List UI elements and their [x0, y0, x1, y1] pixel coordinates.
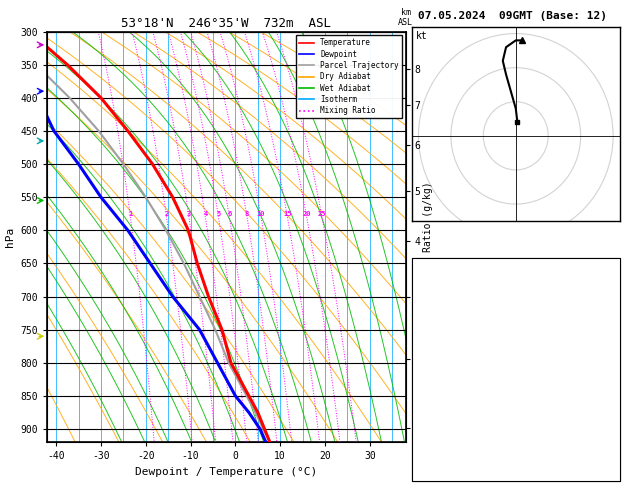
Text: 3: 3: [562, 396, 567, 406]
Text: PW (cm): PW (cm): [418, 281, 459, 291]
Text: 24: 24: [562, 450, 573, 460]
Y-axis label: Mixing Ratio (g/kg): Mixing Ratio (g/kg): [423, 181, 433, 293]
Text: Most Unstable: Most Unstable: [477, 365, 554, 375]
Title: 53°18'N  246°35'W  732m  ASL: 53°18'N 246°35'W 732m ASL: [121, 17, 331, 31]
Text: 8: 8: [562, 471, 567, 482]
Text: 25: 25: [318, 211, 326, 217]
Text: 10: 10: [257, 211, 265, 217]
Text: km
ASL: km ASL: [398, 8, 413, 28]
Text: CIN (J): CIN (J): [418, 354, 459, 364]
Text: 166°: 166°: [562, 461, 585, 471]
Text: 26: 26: [562, 263, 573, 273]
Text: 8: 8: [245, 211, 249, 217]
Text: 7.7: 7.7: [562, 306, 579, 316]
Text: Pressure (mb): Pressure (mb): [418, 374, 494, 384]
Text: 6: 6: [227, 211, 231, 217]
Text: Hodograph: Hodograph: [489, 430, 542, 440]
Text: 1: 1: [128, 211, 133, 217]
Text: 0: 0: [562, 418, 567, 428]
Text: 17: 17: [562, 439, 573, 449]
Text: θₑ(K): θₑ(K): [418, 326, 448, 335]
Text: 2: 2: [164, 211, 169, 217]
Text: StmDir: StmDir: [418, 461, 454, 471]
Text: Lifted Index: Lifted Index: [418, 396, 489, 406]
Text: 07.05.2024  09GMT (Base: 12): 07.05.2024 09GMT (Base: 12): [418, 11, 607, 21]
Text: EH: EH: [418, 439, 430, 449]
Text: 15: 15: [283, 211, 292, 217]
Text: 3: 3: [187, 211, 191, 217]
Text: 7: 7: [562, 335, 567, 345]
Text: Lifted Index: Lifted Index: [418, 335, 489, 345]
Text: θₑ (K): θₑ (K): [418, 385, 454, 395]
Legend: Temperature, Dewpoint, Parcel Trajectory, Dry Adiabat, Wet Adiabat, Isotherm, Mi: Temperature, Dewpoint, Parcel Trajectory…: [296, 35, 402, 118]
Text: StmSpd (kt): StmSpd (kt): [418, 471, 483, 482]
Text: 313: 313: [562, 385, 579, 395]
Text: CAPE (J): CAPE (J): [418, 407, 465, 417]
Text: 0: 0: [562, 345, 567, 355]
Text: 20: 20: [303, 211, 311, 217]
Text: SREH: SREH: [418, 450, 442, 460]
Y-axis label: hPa: hPa: [5, 227, 15, 247]
X-axis label: Dewpoint / Temperature (°C): Dewpoint / Temperature (°C): [135, 467, 318, 477]
Text: LCL: LCL: [413, 430, 428, 439]
Text: CIN (J): CIN (J): [418, 418, 459, 428]
Text: 0: 0: [562, 354, 567, 364]
Text: Temp (°C): Temp (°C): [418, 306, 471, 316]
Text: © weatheronline.co.uk: © weatheronline.co.uk: [464, 473, 568, 482]
Text: Totals Totals: Totals Totals: [418, 272, 494, 282]
Text: Dewp (°C): Dewp (°C): [418, 316, 471, 326]
Text: 5: 5: [216, 211, 221, 217]
Text: 44: 44: [562, 272, 573, 282]
Text: kt: kt: [416, 31, 428, 41]
Text: 307: 307: [562, 326, 579, 335]
Text: 1.85: 1.85: [562, 281, 585, 291]
Text: CAPE (J): CAPE (J): [418, 345, 465, 355]
Text: 6.8: 6.8: [562, 316, 579, 326]
Text: Surface: Surface: [495, 297, 537, 308]
Text: 4: 4: [203, 211, 208, 217]
Text: 0: 0: [562, 407, 567, 417]
Text: 750: 750: [562, 374, 579, 384]
Text: K: K: [418, 263, 424, 273]
